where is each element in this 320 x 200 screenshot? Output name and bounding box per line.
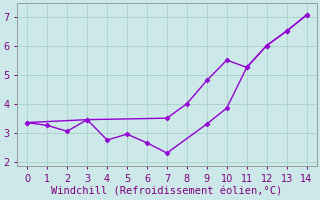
X-axis label: Windchill (Refroidissement éolien,°C): Windchill (Refroidissement éolien,°C)	[51, 187, 283, 197]
